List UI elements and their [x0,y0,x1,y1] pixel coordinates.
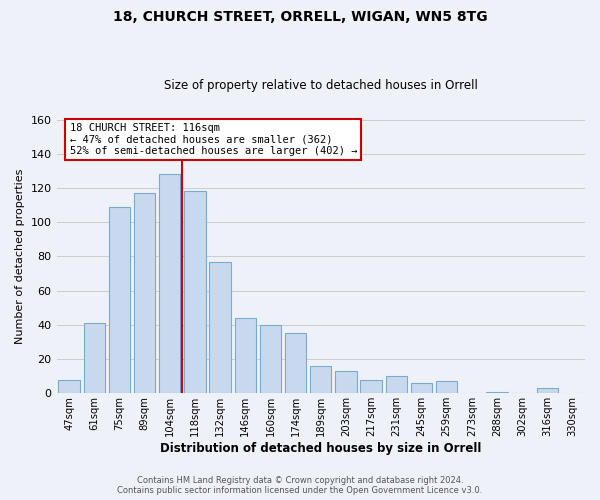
Y-axis label: Number of detached properties: Number of detached properties [15,168,25,344]
Text: 18, CHURCH STREET, ORRELL, WIGAN, WN5 8TG: 18, CHURCH STREET, ORRELL, WIGAN, WN5 8T… [113,10,487,24]
Bar [436,382,457,394]
Bar [109,207,130,394]
Text: 18 CHURCH STREET: 116sqm
← 47% of detached houses are smaller (362)
52% of semi-: 18 CHURCH STREET: 116sqm ← 47% of detach… [70,123,357,156]
Bar [235,318,256,394]
Bar [411,383,432,394]
Bar [310,366,331,394]
Bar [58,380,80,394]
Bar [285,334,307,394]
Bar [134,193,155,394]
X-axis label: Distribution of detached houses by size in Orrell: Distribution of detached houses by size … [160,442,481,455]
Title: Size of property relative to detached houses in Orrell: Size of property relative to detached ho… [164,79,478,92]
Bar [83,323,105,394]
Bar [184,192,206,394]
Bar [361,380,382,394]
Bar [486,392,508,394]
Bar [335,371,356,394]
Bar [536,388,558,394]
Bar [386,376,407,394]
Text: Contains HM Land Registry data © Crown copyright and database right 2024.
Contai: Contains HM Land Registry data © Crown c… [118,476,482,495]
Bar [260,325,281,394]
Bar [209,262,231,394]
Bar [159,174,181,394]
